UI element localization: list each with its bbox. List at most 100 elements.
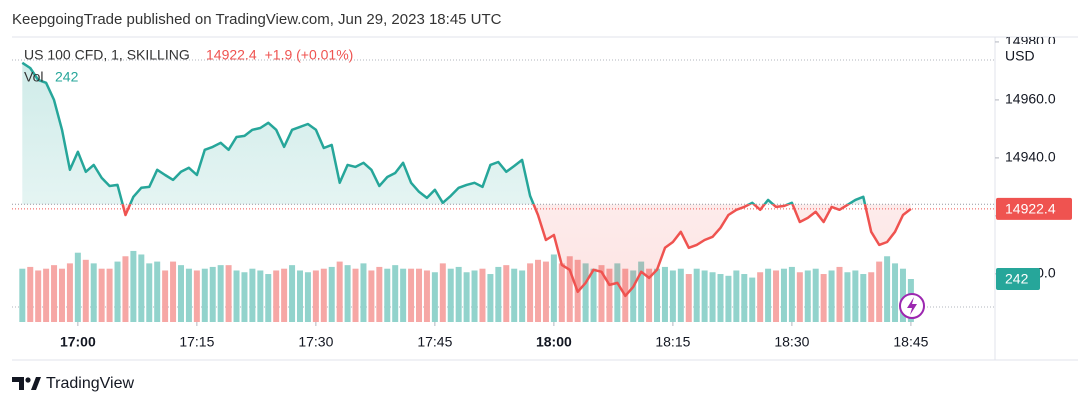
volume-bar (138, 254, 145, 322)
symbol: US 100 CFD, 1, SKILLING (24, 47, 190, 63)
volume-bar (265, 274, 272, 322)
x-tick-label: 17:30 (298, 334, 333, 350)
volume-bar (709, 272, 716, 322)
volume-bar (225, 265, 232, 322)
volume-bar (130, 250, 137, 322)
axis-labels: 14922.4 242 (996, 197, 1072, 291)
volume-bar (487, 274, 494, 322)
volume-bar (217, 265, 224, 322)
volume-bar (566, 256, 573, 322)
volume-bar (66, 263, 73, 322)
volume-bar (360, 263, 367, 322)
volume-bar (828, 270, 835, 322)
volume-bar (606, 268, 613, 322)
volume-bar (630, 270, 637, 322)
volume-bar (384, 268, 391, 322)
volume-bar (368, 270, 375, 322)
volume-bar (788, 266, 795, 322)
volume-bar (598, 265, 605, 322)
volume-bar (614, 263, 621, 322)
area-up (22, 62, 865, 205)
volume-bar (733, 270, 740, 322)
volume-bar (281, 268, 288, 322)
volume-bar (511, 268, 518, 322)
volume-bar (273, 270, 280, 322)
volume-bar (35, 270, 42, 322)
volume-bar (780, 268, 787, 322)
volume-bar (447, 268, 454, 322)
volume-bar (296, 270, 303, 322)
volume-bar (741, 274, 748, 322)
volume-title: Vol (24, 69, 43, 85)
volume-bar (233, 270, 240, 322)
volume-box (996, 268, 1040, 291)
volume-bar (868, 272, 875, 322)
x-tick-label: 17:45 (417, 334, 452, 350)
x-tick-label: 17:15 (179, 334, 214, 350)
volume-bar (423, 270, 430, 322)
volume-bar (43, 268, 50, 322)
volume-bar (542, 261, 549, 322)
volume-bar (661, 266, 668, 322)
volume-bar (82, 259, 89, 322)
volume-bar (19, 268, 26, 322)
last-price: 14922.4 (206, 47, 257, 63)
volume-bar (527, 263, 534, 322)
volume-bar (408, 268, 415, 322)
volume-bar (289, 265, 296, 322)
volume-bar (185, 268, 192, 322)
volume-bar (201, 268, 208, 322)
volume-bar (860, 274, 867, 322)
volume-bar (392, 265, 399, 322)
volume-bar (328, 266, 335, 322)
volume-bar (669, 270, 676, 322)
volume-bar (646, 268, 653, 322)
volume-bar (638, 261, 645, 322)
volume-bar (146, 263, 153, 322)
price-layer (12, 61, 995, 298)
volume-bar (844, 272, 851, 322)
volume-axis-label: 242 (1005, 271, 1029, 287)
volume-bar (836, 266, 843, 322)
volume-layer (19, 250, 914, 322)
published-note: KeepgoingTrade published on TradingView.… (12, 11, 502, 28)
volume-bar (590, 268, 597, 322)
volume-bar (519, 270, 526, 322)
volume-bar (416, 268, 423, 322)
volume-bar (820, 274, 827, 322)
volume-bar (122, 256, 129, 322)
volume-bar (400, 268, 407, 322)
volume-bar (884, 256, 891, 322)
volume-bar (74, 252, 81, 322)
volume-bar (535, 259, 542, 322)
volume-bar (98, 268, 105, 322)
volume-bar (336, 261, 343, 322)
volume-bar (257, 270, 264, 322)
volume-bar (717, 274, 724, 322)
volume-bar (796, 272, 803, 322)
x-tick-label: 18:45 (893, 334, 928, 350)
volume-bar (765, 268, 772, 322)
volume-bar (193, 270, 200, 322)
volume-bar (344, 265, 351, 322)
volume-bar (685, 274, 692, 322)
volume-bar (812, 268, 819, 322)
volume-bar (654, 268, 661, 322)
volume-bar (558, 263, 565, 322)
volume-bar (479, 268, 486, 322)
volume-bar (106, 268, 113, 322)
time-axis: 17:00 17:15 17:30 17:45 18:00 18:15 18:30 18:45 (60, 322, 929, 350)
volume-bar (677, 268, 684, 322)
volume-bar (899, 268, 906, 322)
brand-logo (12, 377, 41, 390)
volume-bar (58, 268, 65, 322)
x-tick-label: 18:00 (536, 334, 572, 350)
alert-icon[interactable] (899, 293, 925, 319)
x-tick-label: 18:30 (774, 334, 809, 350)
volume-bar (431, 272, 438, 322)
currency-box (998, 44, 1068, 68)
volume-bar (749, 277, 756, 322)
price-line-down (121, 204, 912, 298)
